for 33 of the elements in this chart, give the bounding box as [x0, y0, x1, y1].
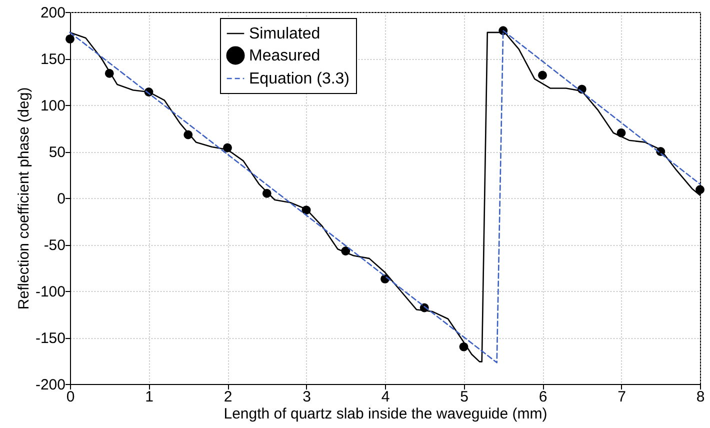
y-tick-label: -150 [35, 330, 66, 347]
point [341, 246, 350, 256]
point [616, 128, 626, 138]
point [184, 130, 193, 140]
x-tick-label: 8 [696, 388, 705, 406]
x-tick-label: 6 [538, 388, 548, 406]
x-tick-label: 1 [145, 388, 154, 406]
point [538, 70, 547, 80]
x-tick-label: 4 [381, 388, 390, 406]
legend-label: Equation (3.3) [249, 70, 350, 88]
y-tick-label: -100 [35, 284, 66, 300]
x-axis-title: Length of quartz slab inside the waveguide (mm) [224, 406, 548, 422]
y-tick-label: -50 [44, 237, 66, 254]
x-tick-label: 7 [618, 388, 626, 406]
point [262, 188, 272, 198]
point [223, 143, 232, 152]
legend-label: Measured [249, 48, 320, 64]
y-tick-label: -200 [35, 376, 66, 394]
legend-label: Simulated [249, 26, 320, 42]
point [459, 342, 468, 352]
y-axis-title: Reflection coefficient phase (deg) [15, 87, 32, 310]
point [104, 68, 114, 78]
x-tick-label: 3 [302, 388, 311, 406]
y-tick-label: 50 [48, 144, 66, 161]
y-tick-label: 200 [40, 4, 66, 22]
point [302, 206, 311, 215]
point [66, 34, 74, 44]
point [696, 185, 704, 194]
x-tick-label: 2 [224, 388, 232, 406]
x-tick-label: 5 [460, 388, 468, 406]
y-tick-label: 100 [40, 98, 66, 114]
y-tick-label: 150 [40, 51, 66, 68]
y-tick-label: 0 [57, 190, 66, 208]
